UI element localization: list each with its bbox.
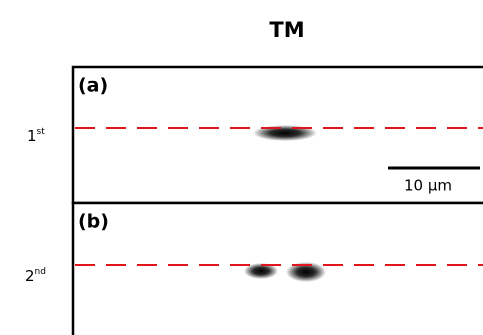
row-label-sup: nd [35,267,46,277]
figure: TM (a) 1st 10 µm (b) 2nd [0,0,483,335]
title: TM [269,18,304,42]
panel-label: (a) [78,75,108,97]
panel-label: (b) [78,211,109,233]
row-label-base: 1 [27,127,37,145]
row-label-base: 2 [25,267,35,285]
row-label: 1st [27,127,45,145]
scale-bar-label: 10 µm [404,177,452,195]
row-label: 2nd [25,267,46,285]
row-label-sup: st [37,127,46,137]
panel-frame [73,203,483,335]
page: TM (a) 1st 10 µm (b) 2nd (() => { const … [0,0,483,335]
